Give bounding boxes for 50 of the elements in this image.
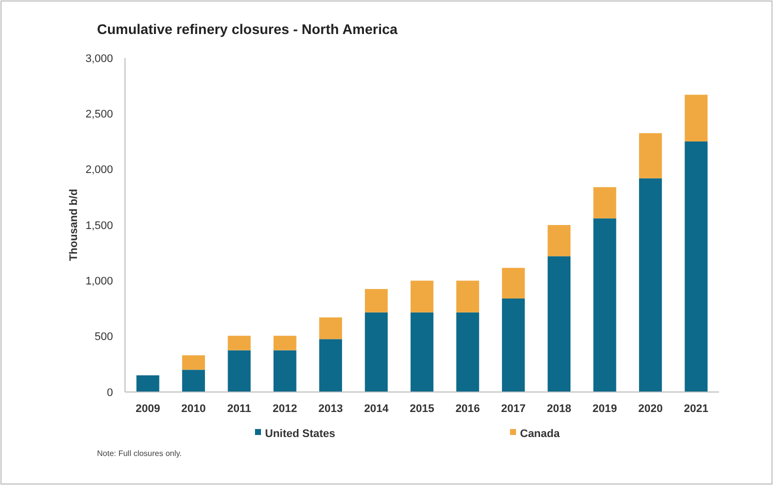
bar <box>593 187 616 218</box>
text: Note: Full closures only. <box>97 449 182 458</box>
x-tick-label: 2019 <box>592 403 618 415</box>
y-tick-label: 500 <box>94 331 113 344</box>
bar <box>548 256 570 392</box>
bar <box>182 355 205 370</box>
bar <box>639 133 662 178</box>
legend-label: United States <box>265 428 336 440</box>
y-tick-label: 0 <box>106 386 113 399</box>
x-tick-label: 2014 <box>364 403 390 415</box>
y-tick-label: 2,500 <box>85 108 113 121</box>
bar <box>502 268 525 298</box>
bar <box>364 312 388 392</box>
x-tick-label: 2016 <box>455 403 480 415</box>
bar <box>684 142 708 392</box>
bar <box>319 339 342 392</box>
x-tick-label: 2009 <box>136 403 160 415</box>
bar <box>548 225 570 256</box>
bar <box>364 289 388 312</box>
x-tick-label: 2018 <box>546 403 572 415</box>
bar <box>639 178 662 392</box>
bar <box>228 336 251 350</box>
y-tick-label: 1,500 <box>85 220 113 232</box>
x-tick-label: 2011 <box>227 403 252 415</box>
x-tick-label: 2010 <box>181 403 206 415</box>
bar <box>136 375 160 392</box>
bar <box>410 280 434 312</box>
y-tick-label: 3,000 <box>85 52 113 65</box>
bar <box>502 298 525 392</box>
bar <box>456 312 480 392</box>
y-axis-title: Thousand b/d <box>68 188 80 262</box>
bar <box>593 218 616 392</box>
bar <box>410 312 434 392</box>
bar <box>456 280 480 312</box>
bar <box>319 317 342 340</box>
bar <box>684 94 708 142</box>
chart-title: Cumulative refinery closures - North America <box>97 21 398 37</box>
y-tick-label: 2,000 <box>85 164 113 176</box>
bar <box>182 370 205 392</box>
x-tick-label: 2017 <box>501 403 526 415</box>
y-tick-label: 1,000 <box>85 276 113 288</box>
bar <box>274 350 296 392</box>
bar <box>228 350 251 392</box>
x-tick-label: 2021 <box>684 403 708 415</box>
bar <box>274 336 296 350</box>
x-tick-label: 2015 <box>410 403 434 415</box>
x-tick-label: 2020 <box>638 403 663 415</box>
x-tick-label: 2013 <box>318 403 343 415</box>
x-tick-label: 2012 <box>272 403 298 415</box>
legend-label: Canada <box>520 428 561 440</box>
